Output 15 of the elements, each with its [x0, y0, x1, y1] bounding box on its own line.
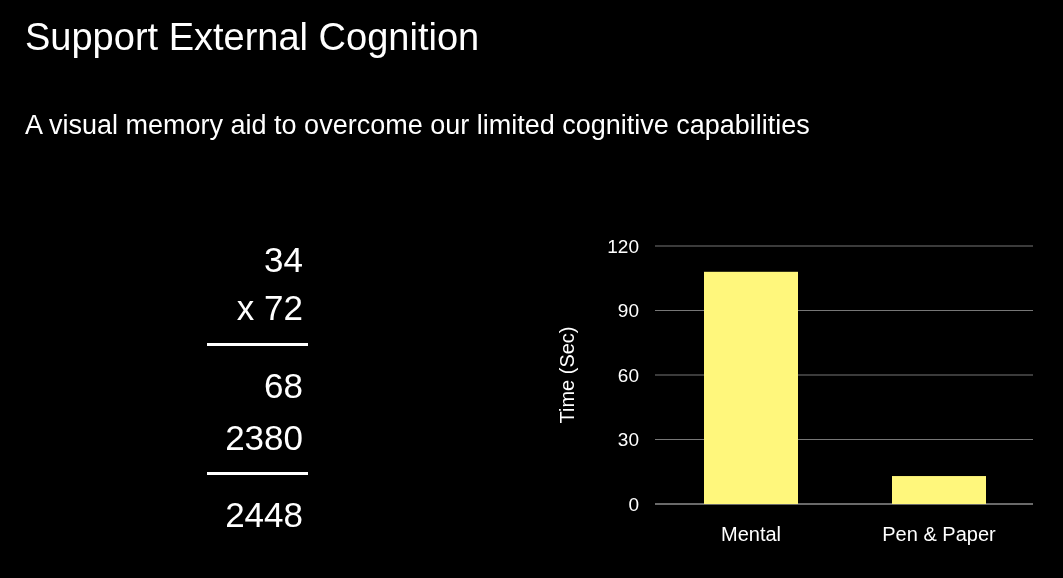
text: 34 — [264, 240, 303, 279]
text: 2448 — [225, 495, 303, 534]
text: Support External Cognition — [25, 16, 480, 58]
y-tick-label: 90 — [617, 300, 639, 322]
text: A visual memory aid to overcome our limited cognitive capabilities — [25, 110, 810, 140]
y-tick-label: 30 — [617, 429, 639, 451]
x-tick-label: Pen & Paper — [882, 523, 997, 545]
y-tick-label: 120 — [607, 235, 639, 257]
y-tick-label: 60 — [617, 364, 639, 386]
y-axis-title: Time (Sec) — [556, 326, 578, 424]
x-tick-label: Mental — [720, 523, 782, 545]
text: 2380 — [225, 418, 303, 457]
text: 68 — [264, 366, 303, 405]
y-tick-label: 0 — [628, 493, 639, 515]
text: x 72 — [236, 288, 303, 327]
